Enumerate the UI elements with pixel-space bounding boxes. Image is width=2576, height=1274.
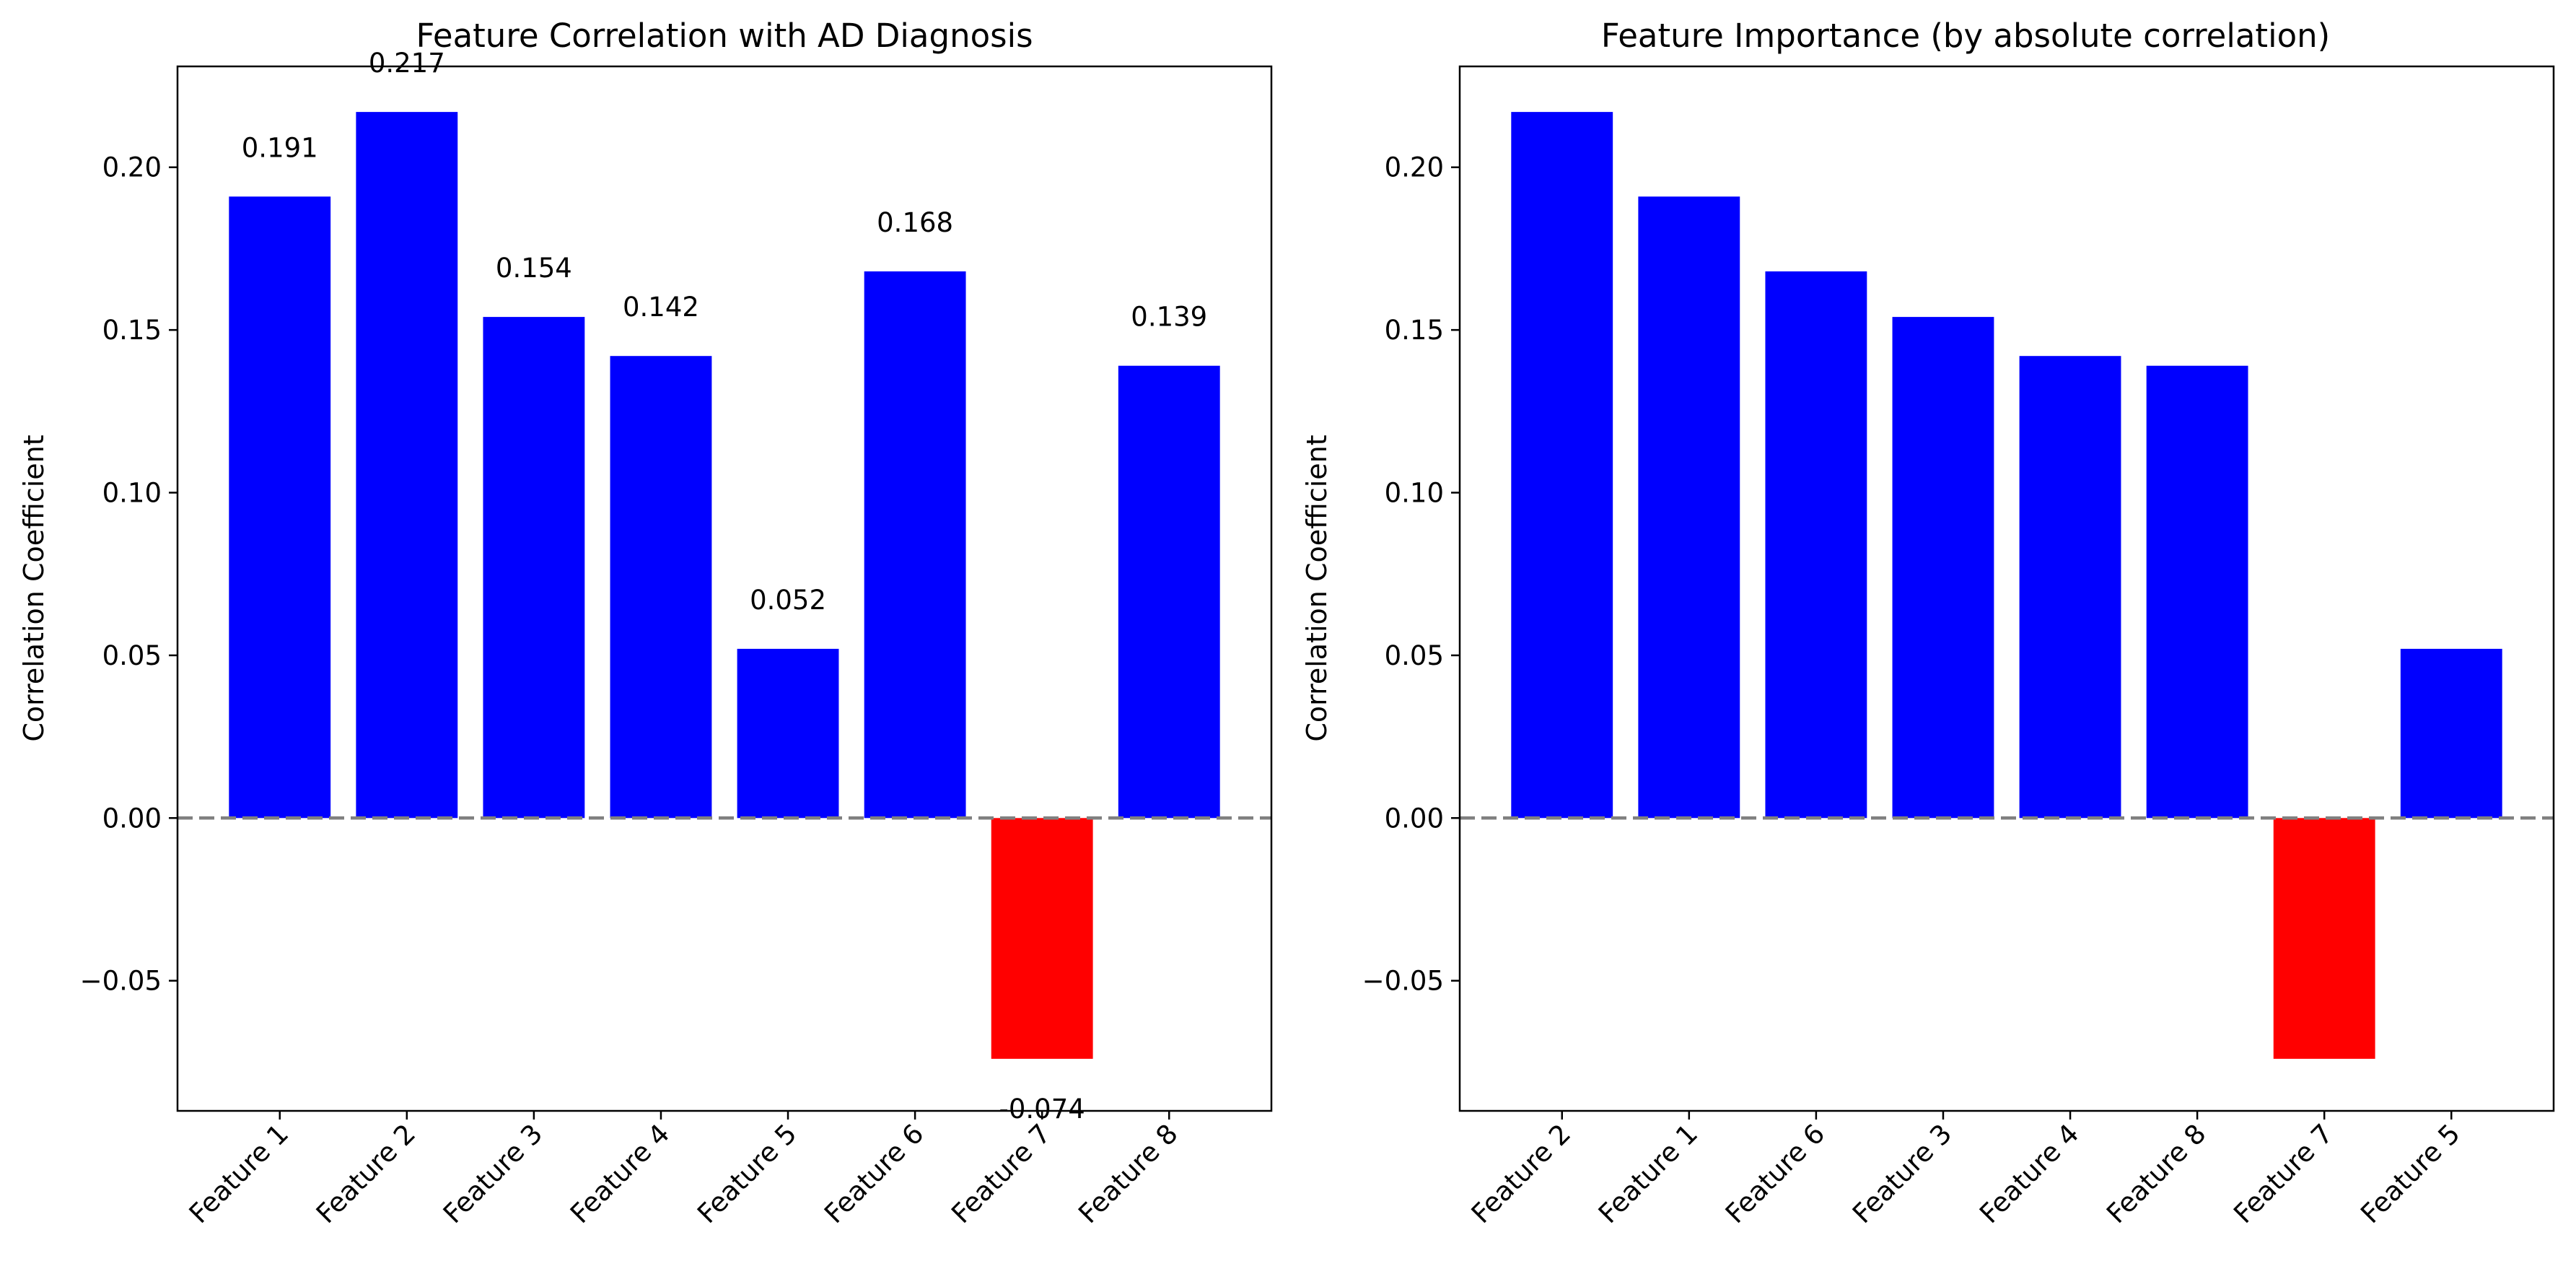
- data-label: 0.052: [750, 585, 826, 616]
- chart-feature-correlation: Feature Correlation with AD Diagnosis Co…: [18, 17, 1273, 1229]
- x-tick-label: Feature 7: [945, 1118, 1056, 1229]
- x-tick-label: Feature 6: [1719, 1118, 1831, 1229]
- y-tick-label: 0.15: [102, 315, 162, 346]
- x-tick-label: Feature 5: [2354, 1118, 2466, 1229]
- x-tick-label: Feature 4: [564, 1118, 675, 1229]
- bar-feature-1: [229, 196, 331, 819]
- bar-feature-3: [483, 317, 585, 819]
- bar-feature-6: [864, 271, 966, 819]
- bar-feature-1: [1638, 196, 1740, 819]
- y-tick-label: 0.15: [1385, 315, 1444, 346]
- bar-feature-5: [2400, 648, 2502, 819]
- y-tick-label: 0.20: [102, 152, 162, 183]
- bar-feature-8: [2146, 365, 2248, 819]
- data-label: 0.154: [496, 253, 572, 284]
- bar-feature-2: [1511, 112, 1613, 819]
- x-tick-label: Feature 8: [2100, 1118, 2212, 1229]
- data-label: 0.139: [1131, 302, 1207, 333]
- chart-title: Feature Importance (by absolute correlat…: [1601, 17, 2330, 55]
- bar-feature-6: [1765, 271, 1867, 819]
- y-axis-label: Correlation Coefficient: [18, 435, 50, 741]
- y-tick-label: −0.05: [1362, 966, 1444, 997]
- x-tick-label: Feature 3: [437, 1118, 548, 1229]
- y-tick-label: 0.10: [1385, 478, 1444, 509]
- x-tick-label: Feature 7: [2227, 1118, 2339, 1229]
- bar-feature-4: [2019, 356, 2121, 819]
- chart-feature-importance: Feature Importance (by absolute correlat…: [1301, 17, 2555, 1229]
- x-tick-label: Feature 2: [1466, 1118, 1577, 1229]
- y-tick-label: 0.20: [1385, 152, 1444, 183]
- bar-feature-2: [356, 112, 458, 819]
- y-tick-label: 0.05: [102, 640, 162, 671]
- bar-feature-4: [610, 356, 712, 819]
- data-label: -0.074: [999, 1094, 1085, 1125]
- plot-frame: [176, 65, 1273, 1112]
- bar-feature-7: [991, 818, 1093, 1059]
- x-tick-label: Feature 4: [1973, 1118, 2085, 1229]
- plot-frame: [1458, 65, 2555, 1112]
- y-tick-label: −0.05: [80, 966, 162, 997]
- y-tick-label: 0.00: [102, 803, 162, 834]
- chart-title: Feature Correlation with AD Diagnosis: [416, 17, 1033, 55]
- x-tick-label: Feature 1: [183, 1118, 294, 1229]
- x-tick-label: Feature 6: [818, 1118, 929, 1229]
- data-label: 0.168: [877, 207, 953, 238]
- bar-feature-7: [2273, 818, 2375, 1059]
- data-label: 0.142: [623, 292, 699, 323]
- x-tick-label: Feature 5: [691, 1118, 802, 1229]
- x-tick-label: Feature 8: [1072, 1118, 1183, 1229]
- bar-feature-3: [1892, 317, 1994, 819]
- data-label: 0.217: [369, 48, 445, 79]
- bar-feature-5: [737, 648, 839, 819]
- y-tick-label: 0.10: [102, 478, 162, 509]
- bar-feature-8: [1118, 365, 1220, 819]
- x-tick-label: Feature 3: [1846, 1118, 1958, 1229]
- x-tick-label: Feature 1: [1593, 1118, 1704, 1229]
- y-tick-label: 0.00: [1385, 803, 1444, 834]
- x-tick-label: Feature 2: [310, 1118, 421, 1229]
- y-axis-label: Correlation Coefficient: [1301, 435, 1333, 741]
- y-tick-label: 0.05: [1385, 640, 1444, 671]
- data-label: 0.191: [242, 132, 318, 163]
